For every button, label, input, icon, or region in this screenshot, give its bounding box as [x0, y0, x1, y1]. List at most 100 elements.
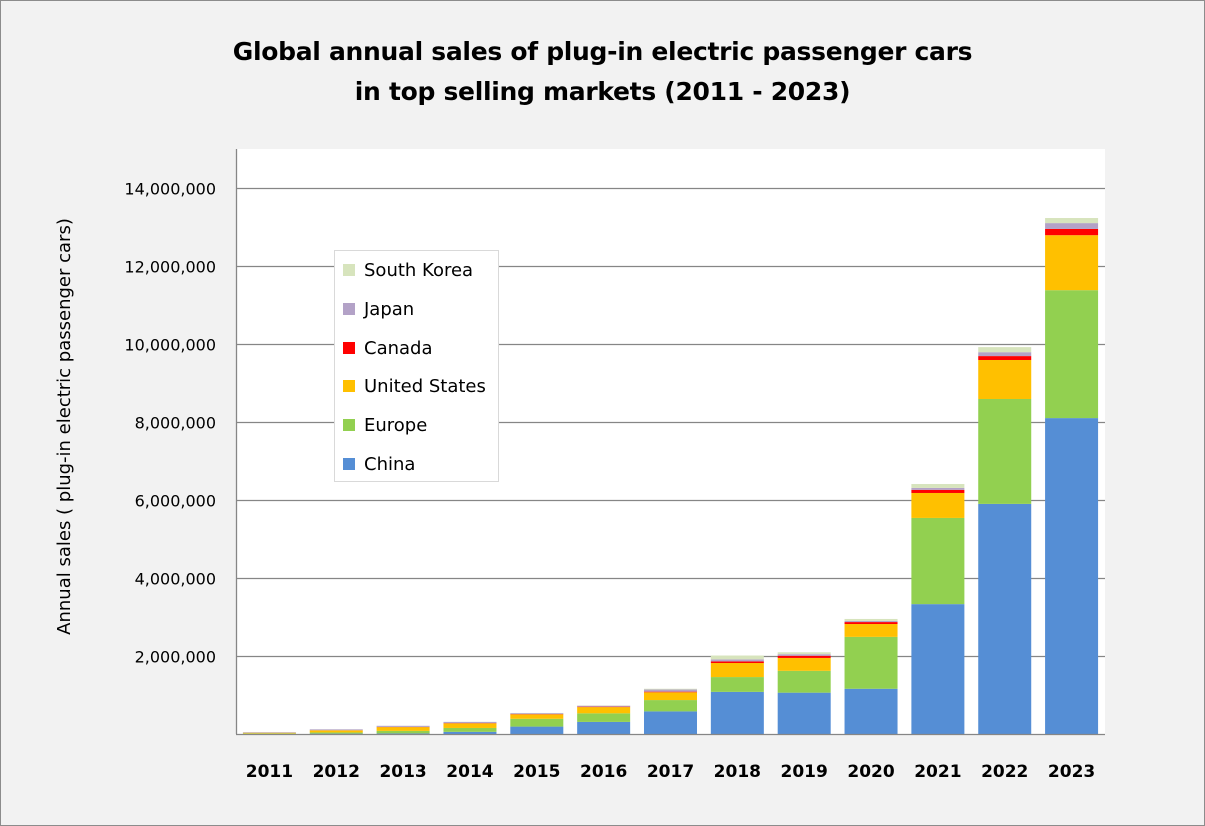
bar-japan-2019 — [777, 654, 831, 656]
legend-swatch-canada — [343, 342, 355, 354]
legend-item-united-states: United States — [343, 374, 486, 398]
bar-europe-2014 — [443, 727, 497, 732]
bar-europe-2019 — [777, 670, 831, 693]
bar-canada-2021 — [911, 489, 965, 493]
x-tick-label: 2023 — [1048, 762, 1095, 782]
bar-canada-2017 — [644, 691, 697, 693]
bar-stack-2016 — [577, 705, 631, 734]
bar-china-2020 — [844, 688, 898, 734]
bar-united-states-2017 — [644, 692, 697, 701]
bar-japan-2012 — [309, 729, 363, 731]
bar-stack-2017 — [644, 688, 697, 734]
bar-united-states-2013 — [376, 727, 430, 731]
x-tick-label: 2016 — [580, 762, 627, 782]
bars — [242, 218, 1099, 734]
bar-united-states-2019 — [777, 657, 831, 671]
bar-south-korea-2021 — [911, 484, 965, 488]
bar-japan-2022 — [978, 352, 1032, 357]
bar-south-korea-2018 — [710, 655, 764, 660]
bar-stack-2015 — [510, 712, 564, 734]
x-tick-label: 2014 — [446, 762, 493, 782]
legend-item-europe: Europe — [343, 413, 427, 437]
legend-label: Canada — [364, 337, 433, 359]
bar-europe-2015 — [510, 718, 564, 727]
bar-japan-2016 — [577, 705, 631, 707]
y-tick-labels: 2,000,000 4,000,000 6,000,000 8,000,000 10,0… — [124, 180, 216, 667]
x-tick-labels: 2011 2012 2013 2014 2015 2016 2017 2018 2019 2020… — [246, 762, 1095, 782]
bar-japan-2021 — [911, 487, 965, 490]
y-tick-label: 6,000,000 — [135, 492, 216, 511]
legend-label: Japan — [364, 298, 415, 320]
legend-item-canada: Canada — [343, 336, 433, 360]
legend-item-south-korea: South Korea — [343, 258, 473, 282]
legend-label: China — [364, 453, 416, 475]
bar-europe-2022 — [978, 398, 1032, 504]
bar-china-2018 — [710, 691, 764, 734]
bar-united-states-2022 — [978, 359, 1032, 399]
bar-china-2023 — [1045, 418, 1099, 734]
bar-south-korea-2020 — [844, 618, 898, 621]
bar-south-korea-2023 — [1045, 218, 1099, 224]
bar-canada-2020 — [844, 622, 898, 625]
bar-stack-2020 — [844, 618, 898, 734]
bar-europe-2023 — [1045, 290, 1099, 419]
chart-title-line-2: in top selling markets (2011 - 2023) — [354, 77, 851, 106]
bar-canada-2018 — [710, 661, 764, 664]
bar-stack-2014 — [443, 721, 497, 734]
bar-united-states-2020 — [844, 624, 898, 637]
bar-south-korea-2019 — [777, 652, 831, 655]
bar-japan-2011 — [242, 732, 296, 733]
axes — [235, 149, 1105, 736]
y-tick-label: 14,000,000 — [124, 180, 216, 199]
bar-united-states-2018 — [710, 663, 764, 678]
bar-stack-2019 — [777, 652, 831, 734]
bar-south-korea-2017 — [644, 688, 697, 690]
bar-china-2014 — [443, 731, 497, 734]
legend-label: United States — [364, 375, 486, 397]
bar-europe-2020 — [844, 636, 898, 689]
chart-title: Global annual sales of plug-in electric … — [0, 32, 1205, 112]
legend-item-china: China — [343, 452, 415, 476]
bar-china-2022 — [978, 503, 1032, 734]
bar-japan-2015 — [510, 713, 564, 715]
bar-united-states-2021 — [911, 492, 965, 518]
x-tick-label: 2019 — [781, 762, 828, 782]
bar-japan-2014 — [443, 721, 497, 724]
x-tick-label: 2017 — [647, 762, 694, 782]
bar-china-2021 — [911, 604, 965, 734]
y-axis-label: Annual sales ( plug-in electric passenge… — [54, 218, 75, 635]
bar-canada-2023 — [1045, 228, 1099, 236]
bar-stack-2018 — [710, 655, 764, 734]
x-tick-label: 2013 — [379, 762, 426, 782]
bar-japan-2013 — [376, 725, 430, 727]
bar-united-states-2016 — [577, 707, 631, 714]
bar-stack-2022 — [978, 347, 1032, 734]
chart-title-line-1: Global annual sales of plug-in electric … — [232, 37, 973, 66]
legend-swatch-south-korea — [343, 264, 355, 276]
legend-swatch-europe — [343, 419, 355, 431]
bar-china-2015 — [510, 726, 564, 734]
bar-japan-2018 — [710, 659, 764, 662]
x-tick-label: 2022 — [981, 762, 1028, 782]
bar-united-states-2011 — [242, 732, 296, 734]
bar-europe-2018 — [710, 677, 764, 692]
bar-europe-2017 — [644, 700, 697, 712]
bar-south-korea-2022 — [978, 347, 1032, 353]
bar-china-2013 — [376, 733, 430, 734]
x-tick-label: 2018 — [714, 762, 761, 782]
bar-japan-2017 — [644, 689, 697, 692]
legend-swatch-japan — [343, 303, 355, 315]
x-tick-label: 2021 — [914, 762, 961, 782]
bar-canada-2019 — [777, 655, 831, 658]
bar-stack-2023 — [1045, 218, 1099, 734]
bar-united-states-2023 — [1045, 235, 1099, 291]
y-tick-label: 10,000,000 — [124, 336, 216, 355]
bar-europe-2016 — [577, 713, 631, 722]
x-tick-label: 2012 — [313, 762, 360, 782]
x-tick-label: 2015 — [513, 762, 560, 782]
bar-china-2019 — [777, 692, 831, 734]
bar-stack-2013 — [376, 725, 430, 734]
bar-europe-2013 — [376, 730, 430, 734]
bar-china-2016 — [577, 721, 631, 734]
legend: South Korea Japan Canada United States E… — [334, 250, 499, 482]
